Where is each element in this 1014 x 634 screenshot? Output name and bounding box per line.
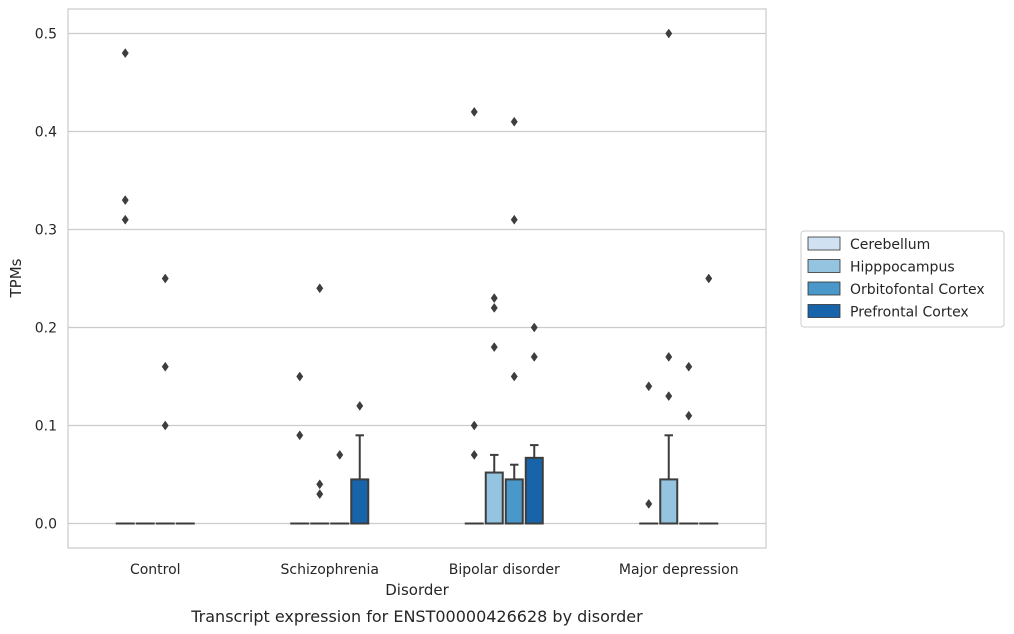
x-tick-label: Major depression bbox=[619, 562, 739, 578]
box-body bbox=[659, 478, 679, 525]
outlier-point bbox=[530, 322, 538, 333]
plot-background bbox=[68, 9, 766, 548]
box-prefrontal-cortex bbox=[350, 400, 370, 525]
box-body bbox=[524, 456, 544, 525]
box-prefrontal-cortex bbox=[524, 322, 544, 525]
box-orbitofontal-cortex bbox=[155, 273, 175, 525]
y-axis-title: TPMs bbox=[7, 258, 25, 298]
box-prefrontal-cortex bbox=[699, 273, 719, 525]
box-cerebellum bbox=[115, 48, 135, 525]
box-cerebellum bbox=[639, 381, 659, 525]
y-tick-label: 0.1 bbox=[35, 419, 57, 435]
box-orbitofontal-cortex bbox=[504, 116, 524, 525]
legend-swatch bbox=[807, 304, 841, 318]
x-tick-label: Schizophrenia bbox=[281, 562, 379, 578]
outlier-point bbox=[356, 400, 364, 411]
outlier-point bbox=[645, 498, 653, 509]
outlier-point bbox=[336, 449, 344, 460]
outlier-point bbox=[705, 273, 713, 284]
outlier-point bbox=[510, 371, 518, 382]
box-body bbox=[484, 471, 504, 525]
x-tick-label: Bipolar disorder bbox=[449, 562, 560, 578]
legend-label: Orbitofontal Cortex bbox=[850, 282, 985, 298]
box-body bbox=[350, 478, 370, 525]
box-cerebellum bbox=[464, 106, 484, 525]
y-axis-ticks: 0.0 0.1 0.2 0.3 0.4 0.5 bbox=[35, 27, 57, 533]
outlier-point bbox=[121, 214, 129, 225]
outlier-point bbox=[685, 361, 693, 372]
outlier-point bbox=[530, 351, 538, 362]
legend-label: Cerebellum bbox=[850, 237, 930, 253]
x-tick-label: Control bbox=[130, 562, 181, 578]
outlier-point bbox=[490, 302, 498, 313]
outlier-point bbox=[470, 106, 478, 117]
legend-label: Hipppocampus bbox=[850, 260, 955, 276]
legend-label: Prefrontal Cortex bbox=[850, 305, 969, 321]
outlier-point bbox=[685, 410, 693, 421]
plot-frame bbox=[67, 8, 767, 549]
box-orbitofontal-cortex bbox=[330, 449, 350, 525]
outlier-point bbox=[316, 283, 324, 294]
outlier-point bbox=[161, 273, 169, 284]
y-tick-label: 0.2 bbox=[35, 321, 57, 337]
y-tick-label: 0.3 bbox=[35, 223, 57, 239]
outlier-point bbox=[645, 381, 653, 392]
outlier-point bbox=[490, 342, 498, 353]
outlier-point bbox=[161, 420, 169, 431]
outlier-point bbox=[665, 351, 673, 362]
outlier-point bbox=[296, 371, 304, 382]
box-hipppocampus bbox=[659, 28, 679, 525]
box-cerebellum bbox=[290, 371, 310, 525]
legend-frame bbox=[800, 230, 1005, 328]
outlier-point bbox=[161, 361, 169, 372]
box-hipppocampus bbox=[484, 293, 504, 525]
box-hipppocampus bbox=[310, 283, 330, 525]
y-tick-label: 0.4 bbox=[35, 125, 57, 141]
outlier-point bbox=[470, 449, 478, 460]
outlier-point bbox=[121, 195, 129, 206]
legend-swatch bbox=[807, 281, 841, 296]
box-orbitofontal-cortex bbox=[679, 361, 699, 525]
legend-swatch bbox=[807, 259, 841, 273]
outlier-point bbox=[470, 420, 478, 431]
outlier-point bbox=[121, 48, 129, 59]
y-tick-label: 0.5 bbox=[35, 27, 57, 43]
outlier-point bbox=[316, 479, 324, 490]
box-series bbox=[115, 28, 719, 525]
outlier-point bbox=[316, 489, 324, 500]
y-tick-label: 0.0 bbox=[35, 517, 57, 533]
outlier-point bbox=[510, 116, 518, 127]
chart-caption: Transcript expression for ENST0000042662… bbox=[190, 607, 643, 626]
x-axis-title: Disorder bbox=[385, 581, 449, 599]
outlier-point bbox=[490, 293, 498, 304]
legend-swatch bbox=[807, 236, 841, 251]
outlier-point bbox=[510, 214, 518, 225]
legend: Cerebellum Hipppocampus Orbitofontal Corte… bbox=[800, 230, 1005, 328]
x-axis-ticks: Control Schizophrenia Bipolar disorder Majo… bbox=[130, 562, 739, 578]
outlier-point bbox=[296, 430, 304, 441]
outlier-point bbox=[665, 391, 673, 402]
outlier-point bbox=[665, 28, 673, 39]
box-body bbox=[504, 478, 524, 525]
